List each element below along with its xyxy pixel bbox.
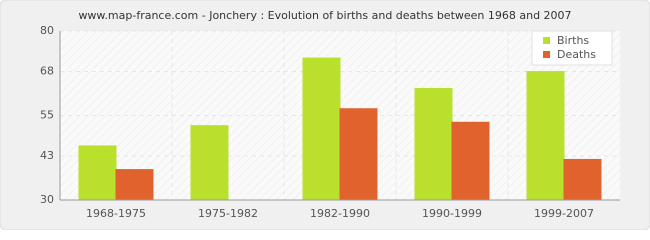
x-tick-label: 1990-1999 [422,207,482,220]
bar [414,87,453,201]
legend-label: Deaths [557,48,596,61]
legend-box [531,30,613,66]
bar [115,169,154,201]
chart: www.map-france.com - Jonchery : Evolutio… [0,0,650,231]
legend-label: Births [557,34,589,47]
legend-swatch [543,37,550,44]
x-tick-label: 1975-1982 [198,207,258,220]
y-tick-label: 30 [40,193,54,206]
y-tick-label: 55 [40,109,54,122]
y-tick-label: 43 [40,149,54,162]
bar [563,158,602,201]
y-tick-label: 68 [40,65,54,78]
bar [526,71,565,201]
bar [339,108,378,201]
x-tick-label: 1968-1975 [86,207,146,220]
x-tick-label: 1999-2007 [534,207,594,220]
legend-swatch [543,51,550,58]
bar [451,121,490,201]
bar [190,125,229,201]
x-tick-label: 1982-1990 [310,207,370,220]
chart-title: www.map-france.com - Jonchery : Evolutio… [78,9,571,22]
y-tick-label: 80 [40,24,54,37]
bar [302,57,341,201]
bar [78,145,117,201]
